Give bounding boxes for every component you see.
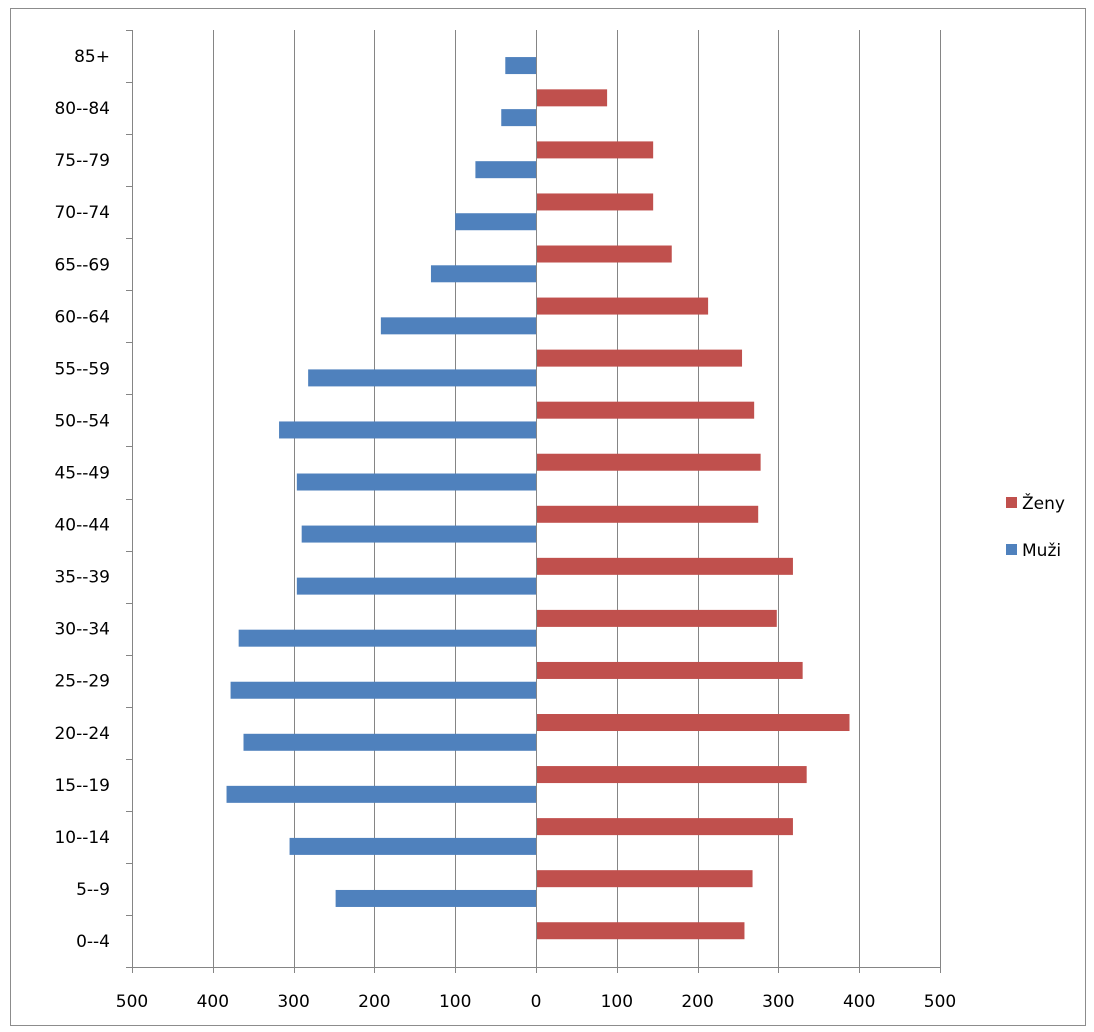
legend: Ženy Muži <box>1006 492 1065 561</box>
x-tick-label-9: 400 <box>843 992 875 1012</box>
x-tick-label-3: 200 <box>358 992 390 1012</box>
bar-eny-30-34 <box>536 609 777 627</box>
bar-eny-60-64 <box>536 297 709 315</box>
y-tick-label-50-54: 50--54 <box>54 411 110 431</box>
legend-swatch-muzi <box>1006 544 1017 555</box>
x-tick-label-7: 200 <box>681 992 713 1012</box>
x-tick-label-6: 100 <box>601 992 633 1012</box>
bar-mu-i-60-64 <box>380 317 536 335</box>
bar-eny-70-74 <box>536 193 654 211</box>
y-tick-label-5-9: 5--9 <box>76 880 110 900</box>
x-tick-label-8: 300 <box>762 992 794 1012</box>
y-tick-label-75-79: 75--79 <box>54 151 110 171</box>
y-tick-label-85: 85+ <box>74 47 110 67</box>
gridlines <box>132 30 941 967</box>
x-tick-label-4: 100 <box>439 992 471 1012</box>
bar-eny-75-79 <box>536 141 654 159</box>
bar-mu-i-50-54 <box>279 421 536 439</box>
bar-mu-i-35-39 <box>296 577 536 595</box>
x-tick-label-10: 500 <box>924 992 956 1012</box>
y-tick-label-80-84: 80--84 <box>54 99 110 119</box>
y-tick-label-45-49: 45--49 <box>54 463 110 483</box>
bar-eny-25-29 <box>536 661 803 679</box>
bar-eny-15-19 <box>536 766 807 784</box>
bar-mu-i-25-29 <box>230 681 537 699</box>
bar-mu-i-80-84 <box>501 109 536 127</box>
bar-mu-i-85 <box>505 57 536 75</box>
legend-label-muzi: Muži <box>1022 541 1061 561</box>
x-tick-labels: 500 400 300 200 100 0 100 200 300 400 500 <box>116 992 956 1012</box>
bars <box>226 57 850 940</box>
bar-eny-10-14 <box>536 818 793 836</box>
y-tick-label-65-69: 65--69 <box>54 255 110 275</box>
y-tick-label-35-39: 35--39 <box>54 568 110 588</box>
bar-eny-40-44 <box>536 505 759 523</box>
legend-swatch-zeny <box>1006 497 1017 508</box>
y-tick-label-15-19: 15--19 <box>54 776 110 796</box>
bar-eny-0-4 <box>536 922 745 940</box>
bar-eny-5-9 <box>536 870 753 888</box>
legend-label-zeny: Ženy <box>1022 492 1065 514</box>
bar-mu-i-10-14 <box>289 837 536 855</box>
y-tick-label-40-44: 40--44 <box>54 516 110 536</box>
bar-eny-55-59 <box>536 349 743 367</box>
x-tick-label-5: 0 <box>531 992 542 1012</box>
y-tick-labels: 0--4 5--9 10--14 15--19 20--24 25--29 30--34 35… <box>54 47 110 952</box>
bar-eny-65-69 <box>536 245 672 263</box>
x-tick-label-2: 300 <box>277 992 309 1012</box>
x-tick-label-0: 500 <box>116 992 148 1012</box>
bar-eny-80-84 <box>536 89 608 107</box>
bar-mu-i-30-34 <box>238 629 536 647</box>
bar-mu-i-70-74 <box>455 213 536 231</box>
bar-eny-50-54 <box>536 401 755 419</box>
bar-eny-35-39 <box>536 557 793 575</box>
y-tick-label-55-59: 55--59 <box>54 359 110 379</box>
y-tick-label-20-24: 20--24 <box>54 724 110 744</box>
y-tick-label-0-4: 0--4 <box>76 932 110 952</box>
y-tick-label-60-64: 60--64 <box>54 307 110 327</box>
y-tick-label-70-74: 70--74 <box>54 203 110 223</box>
bar-mu-i-40-44 <box>301 525 536 543</box>
bar-mu-i-75-79 <box>475 161 536 179</box>
bar-mu-i-65-69 <box>430 265 536 283</box>
bar-mu-i-45-49 <box>296 473 536 491</box>
x-tick-label-1: 400 <box>197 992 229 1012</box>
y-tick-label-30-34: 30--34 <box>54 620 110 640</box>
axes <box>126 30 941 973</box>
bar-mu-i-20-24 <box>243 733 536 751</box>
y-tick-label-10-14: 10--14 <box>54 828 110 848</box>
bar-eny-45-49 <box>536 453 761 471</box>
bar-mu-i-5-9 <box>335 889 536 907</box>
bar-mu-i-55-59 <box>308 369 536 387</box>
bar-mu-i-15-19 <box>226 785 536 803</box>
y-tick-label-25-29: 25--29 <box>54 672 110 692</box>
bar-eny-20-24 <box>536 714 850 732</box>
